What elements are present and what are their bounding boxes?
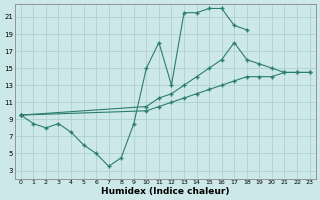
X-axis label: Humidex (Indice chaleur): Humidex (Indice chaleur) — [101, 187, 229, 196]
